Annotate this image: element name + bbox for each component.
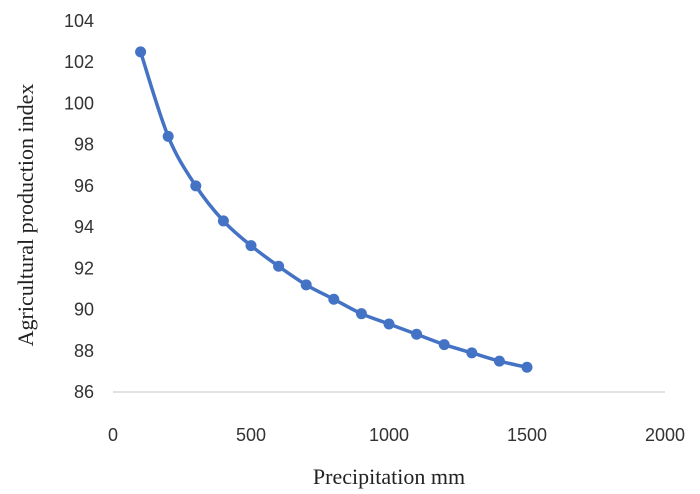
x-tick-label-1: 500 xyxy=(236,425,266,445)
data-point-3 xyxy=(217,215,229,227)
data-point-7 xyxy=(328,293,340,305)
data-point-5 xyxy=(273,260,285,272)
y-tick-label-2: 90 xyxy=(74,300,94,320)
x-tick-label-4: 2000 xyxy=(645,425,685,445)
y-axis-title: Agricultural production index xyxy=(13,84,38,347)
data-point-9 xyxy=(383,318,395,330)
tick-labels: 0 500 1000 1500 2000 86 88 90 92 94 96 98 100 102 104 xyxy=(64,11,685,445)
series xyxy=(135,46,533,373)
y-tick-label-8: 102 xyxy=(64,52,94,72)
y-tick-label-6: 98 xyxy=(74,135,94,155)
data-point-13 xyxy=(493,355,505,367)
series-line-0 xyxy=(138,50,529,370)
data-point-0 xyxy=(135,46,147,58)
x-axis-title: Precipitation mm xyxy=(313,464,465,489)
y-tick-label-1: 88 xyxy=(74,341,94,361)
data-point-12 xyxy=(466,347,478,359)
y-tick-label-9: 104 xyxy=(64,11,94,31)
data-point-8 xyxy=(355,308,367,320)
data-point-11 xyxy=(438,339,450,351)
data-point-10 xyxy=(411,328,423,340)
data-point-14 xyxy=(521,361,533,373)
data-point-4 xyxy=(245,240,257,252)
x-tick-label-2: 1000 xyxy=(369,425,409,445)
y-tick-label-3: 92 xyxy=(74,258,94,278)
data-point-6 xyxy=(300,279,312,291)
data-point-1 xyxy=(162,130,174,142)
x-tick-label-3: 1500 xyxy=(507,425,547,445)
y-tick-label-4: 94 xyxy=(74,217,94,237)
y-tick-label-7: 100 xyxy=(64,93,94,113)
y-tick-label-5: 96 xyxy=(74,176,94,196)
y-tick-label-0: 86 xyxy=(74,382,94,402)
data-point-2 xyxy=(190,180,202,192)
x-tick-label-0: 0 xyxy=(108,425,118,445)
